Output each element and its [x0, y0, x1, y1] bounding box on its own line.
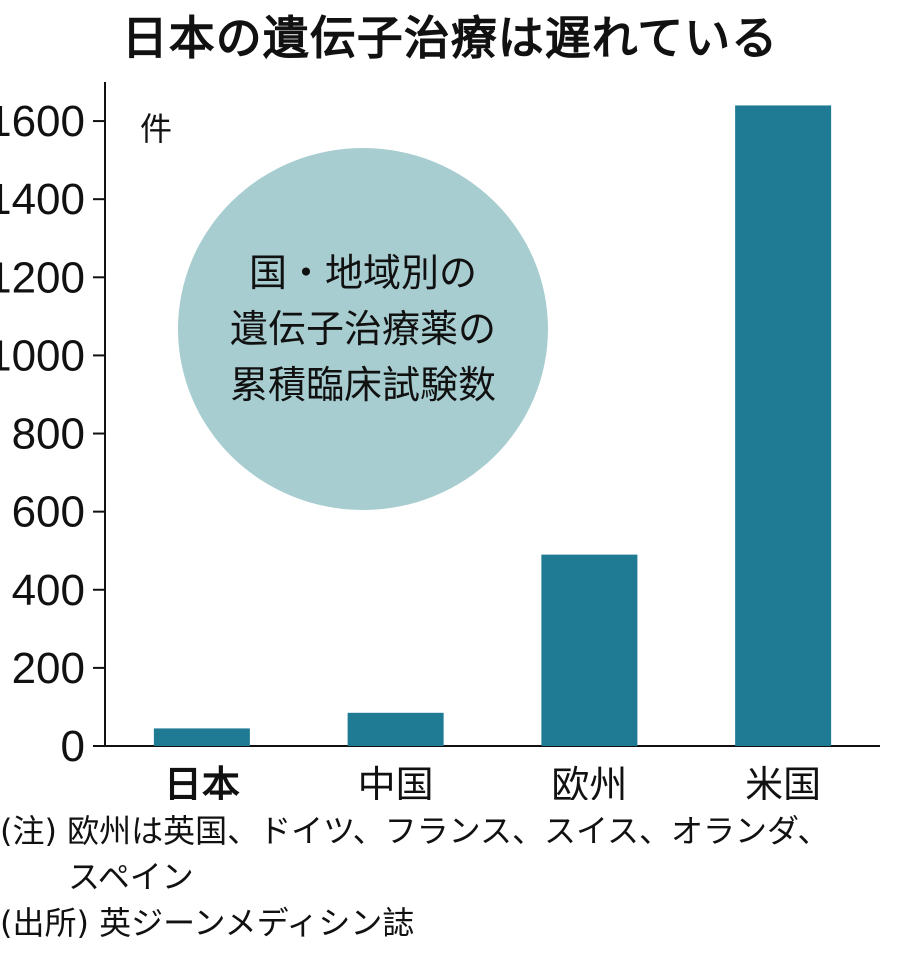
y-tick-label: 800	[12, 410, 85, 459]
badge-line: 国・地域別の	[248, 251, 477, 295]
y-tick-label: 400	[12, 566, 85, 615]
badge-line: 遺伝子治療薬の	[229, 307, 496, 351]
x-category-label: 米国	[745, 763, 821, 800]
bar-chart: 0 200 400 600 800 1000 1200 1400 1600 日本 中国 欧州 米国	[0, 82, 880, 800]
y-tick-label: 1000	[0, 331, 85, 380]
bar	[153, 728, 250, 746]
notes: (注) 欧州は英国、ドイツ、フランス、スイス、オランダ、 スペイン (出所) 英…	[0, 808, 900, 946]
x-category-label: 日本	[164, 763, 240, 800]
y-tick-label: 1400	[0, 175, 85, 224]
y-tick-label: 600	[12, 488, 85, 537]
note-line-continued: スペイン	[68, 858, 194, 896]
y-tick-label: 1600	[0, 97, 85, 146]
badge-line: 累積臨床試験数	[229, 363, 496, 407]
x-category-label: 欧州	[551, 763, 627, 800]
note-line: (注) 欧州は英国、ドイツ、フランス、スイス、オランダ、	[0, 812, 830, 850]
bar	[541, 554, 638, 746]
x-category-label: 中国	[358, 763, 434, 800]
bar	[735, 105, 832, 746]
y-tick-label: 0	[61, 722, 85, 771]
chart-description-badge: 国・地域別の 遺伝子治療薬の 累積臨床試験数	[178, 148, 548, 510]
chart-title: 日本の遺伝子治療は遅れている	[121, 11, 779, 65]
y-tick-label: 1200	[0, 253, 85, 302]
y-unit-label: 件	[140, 110, 173, 148]
source-line: (出所) 英ジーンメディシン誌	[0, 904, 415, 942]
y-tick-label: 200	[12, 644, 85, 693]
bar	[347, 712, 444, 746]
